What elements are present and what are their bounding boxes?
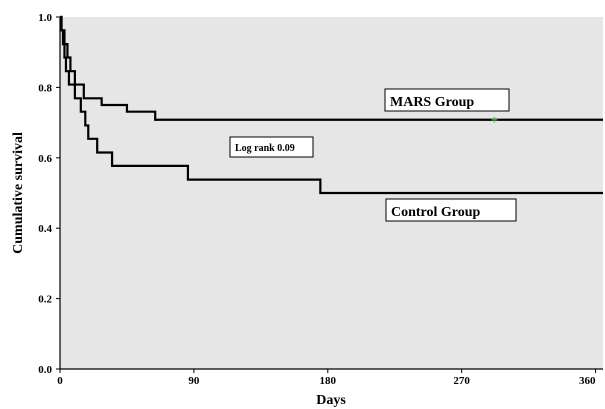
y-tick-label: 0.8: [38, 82, 52, 94]
censor-mark-0: [491, 116, 498, 123]
y-tick-label: 0.2: [38, 294, 52, 306]
x-tick-label: 90: [188, 375, 200, 387]
x-tick-label: 180: [320, 375, 337, 387]
x-tick-label: 270: [453, 375, 470, 387]
x-axis-label: Days: [316, 393, 346, 408]
y-tick-label: 0.6: [38, 153, 52, 165]
y-axis-label: Cumulative survival: [11, 132, 26, 254]
mars-label-box: [384, 88, 510, 112]
control-label: Control Group: [391, 205, 481, 220]
x-tick-label: 0: [57, 375, 63, 387]
chart-marks: [60, 15, 603, 195]
control-label-box: [385, 198, 517, 222]
mars-label: MARS Group: [390, 95, 474, 110]
axes: [56, 16, 603, 373]
y-tick-label: 1.0: [38, 12, 52, 24]
series-line-control: [60, 15, 603, 195]
x-tick-label: 360: [579, 375, 596, 387]
tick-labels: 0.0 0.2 0.4 0.6 0.8 1.0 0 90 180 270 360: [38, 12, 596, 387]
log-rank-box: [229, 136, 314, 158]
series-line-mars: [60, 15, 603, 121]
log-rank-label: Log rank 0.09: [235, 143, 295, 154]
y-tick-label: 0.4: [38, 223, 52, 235]
y-tick-label: 0.0: [38, 364, 52, 376]
